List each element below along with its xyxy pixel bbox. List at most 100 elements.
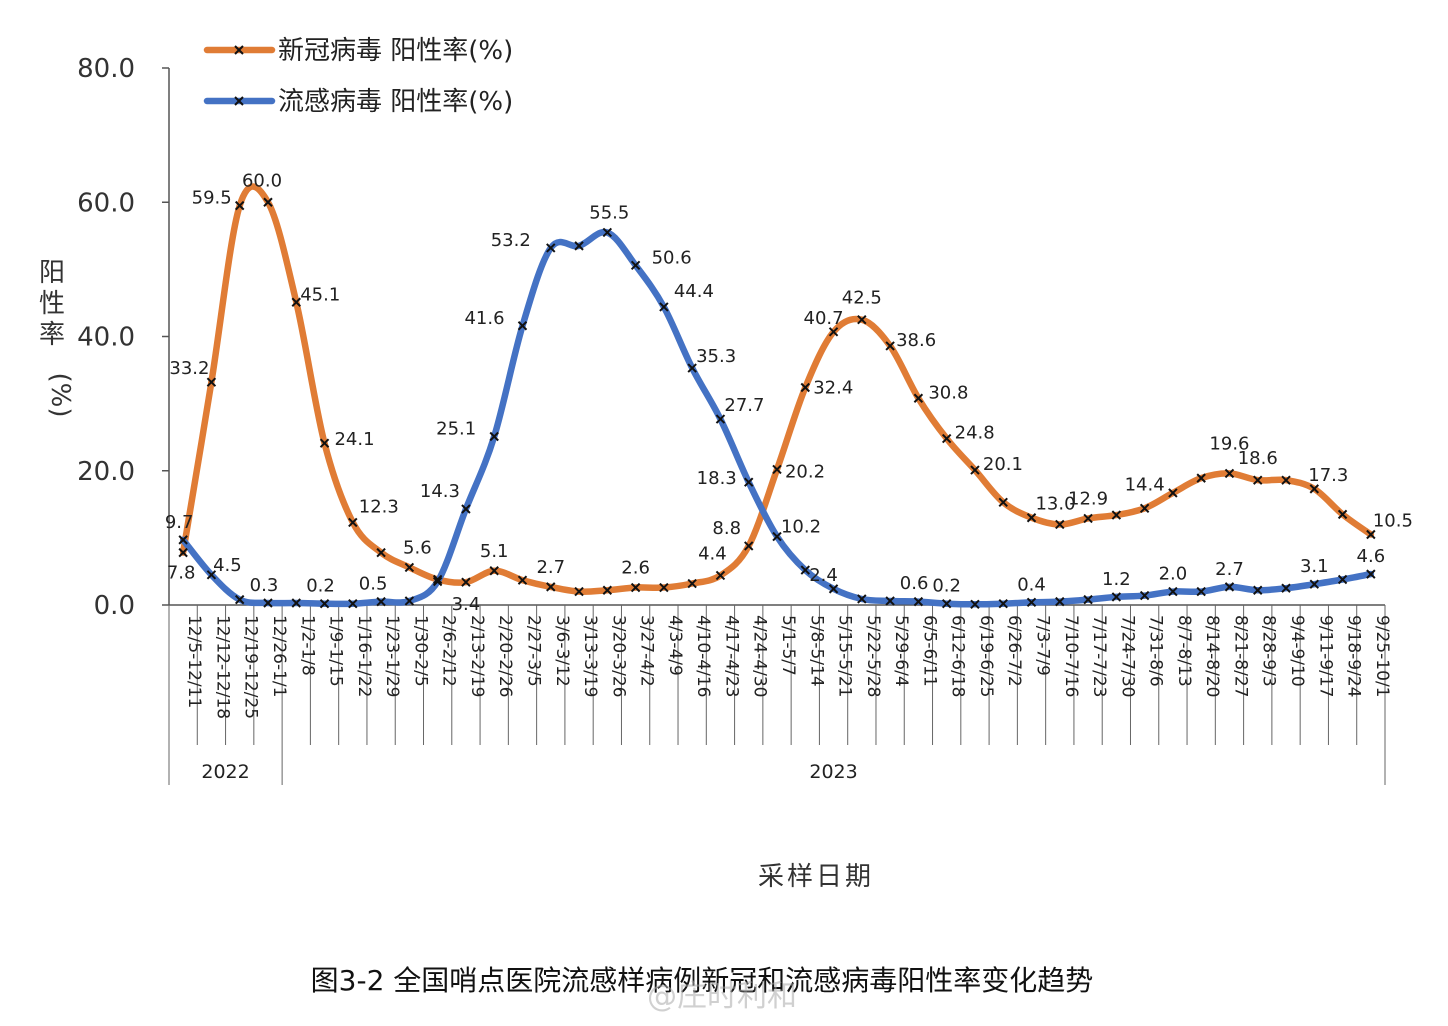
x-category-label: 3/6-3/12 [552, 615, 572, 687]
marker-stroke [1196, 473, 1206, 483]
marker-stroke [376, 547, 386, 558]
marker-stroke [348, 598, 358, 609]
marker-stroke [178, 535, 188, 545]
x-category-label: 4/17-4/23 [721, 615, 741, 698]
marker-stroke [1281, 475, 1291, 485]
data-point [913, 596, 924, 607]
data-point [1055, 519, 1065, 530]
data-point [1083, 513, 1093, 524]
marker-stroke [234, 594, 245, 605]
marker-stroke [517, 575, 528, 585]
data-point [546, 243, 556, 253]
marker-stroke [489, 431, 499, 442]
data-point [291, 297, 301, 307]
series-markers [178, 197, 1376, 610]
data-label: 18.3 [697, 468, 737, 489]
marker-stroke [602, 227, 613, 238]
x-category-label: 7/24-7/30 [1117, 615, 1137, 698]
marker-stroke [913, 393, 924, 403]
data-label: 38.6 [896, 330, 936, 351]
data-point [772, 464, 782, 475]
data-label: 0.5 [359, 574, 388, 595]
data-label: 32.4 [813, 378, 853, 399]
data-point [1366, 529, 1376, 540]
data-point [1224, 582, 1235, 592]
data-label: 3.1 [1300, 556, 1329, 577]
marker-stroke [319, 438, 330, 448]
marker-stroke [1196, 586, 1206, 597]
marker-stroke [432, 576, 443, 587]
data-point [1139, 590, 1150, 601]
data-labels: 7.8 33.2 59.5 60.0 45.1 24.1 12.35.6 3.4 5.1 2.7 2… [165, 170, 1413, 615]
data-point [206, 377, 217, 387]
y-axis: 0.0 20.0 40.0 60.0 80.0 [77, 54, 170, 621]
marker-stroke [1253, 475, 1263, 485]
data-label: 0.2 [306, 576, 335, 597]
data-point [1168, 488, 1178, 498]
x-axis-table: 2022 2023 12/5-12/11 12/12-12/18 12/19-12/25… [168, 604, 1392, 785]
data-label: 2.0 [1159, 564, 1188, 585]
marker-stroke [1168, 488, 1178, 498]
data-point [630, 260, 641, 271]
marker-stroke [941, 598, 952, 609]
data-label: 2.4 [809, 565, 838, 586]
y-axis-title-char: 率 [39, 320, 65, 350]
x-category-label: 6/26-7/2 [1004, 615, 1024, 687]
data-point [1111, 592, 1122, 602]
marker-stroke [206, 570, 217, 580]
legend-marker [234, 96, 244, 106]
x-category-label: 9/18-9/24 [1344, 615, 1364, 698]
marker-stroke [1026, 597, 1037, 608]
data-label: 10.5 [1373, 511, 1413, 532]
x-category-label: 8/7-8/13 [1174, 615, 1194, 687]
data-point [517, 321, 528, 331]
data-point [970, 599, 980, 610]
marker-stroke [800, 565, 810, 575]
legend-label: 新冠病毒 阳性率(%) [278, 36, 513, 66]
data-point [941, 598, 952, 609]
data-point [602, 227, 613, 238]
x-category-label: 4/10-4/16 [693, 615, 713, 698]
marker-stroke [998, 497, 1008, 508]
marker-stroke [1337, 574, 1348, 585]
marker-stroke [941, 433, 952, 444]
x-category-label: 1/16-1/22 [354, 615, 374, 698]
data-label: 25.1 [436, 419, 476, 440]
marker-stroke [998, 598, 1008, 609]
data-label: 0.2 [932, 576, 961, 597]
data-point [263, 598, 273, 608]
x-category-label: 12/5-12/11 [184, 615, 204, 708]
data-point [857, 594, 867, 604]
legend-item: 新冠病毒 阳性率(%) [203, 36, 513, 66]
data-label: 2.6 [621, 558, 650, 579]
data-label: 33.2 [169, 358, 209, 379]
data-label: 0.4 [1017, 574, 1046, 595]
data-label: 50.6 [652, 247, 692, 268]
x-category-label: 2/6-2/12 [439, 615, 459, 687]
marker-stroke [1309, 579, 1320, 589]
data-label: 4.4 [698, 543, 727, 564]
y-tick-label: 80.0 [77, 54, 135, 84]
marker-stroke [489, 566, 499, 576]
x-category-label: 12/12-12/18 [212, 615, 232, 719]
data-point [1139, 503, 1150, 514]
marker-stroke [404, 562, 415, 573]
data-point [461, 504, 471, 514]
marker-stroke [659, 302, 669, 312]
data-point [772, 531, 782, 542]
marker-stroke [517, 321, 528, 331]
data-label: 7.8 [167, 563, 196, 584]
data-label: 24.1 [334, 429, 374, 450]
data-point [376, 547, 386, 558]
data-point [432, 576, 443, 587]
data-point [234, 200, 245, 211]
data-label: 5.1 [480, 541, 509, 562]
data-point [885, 596, 895, 606]
data-point [1055, 596, 1065, 607]
data-point [1196, 586, 1206, 597]
y-axis-title-char: 阳 [39, 258, 65, 288]
legend-label: 流感病毒 阳性率(%) [278, 87, 513, 117]
x-category-label: 8/14-8/20 [1202, 615, 1222, 698]
data-point [291, 598, 301, 608]
